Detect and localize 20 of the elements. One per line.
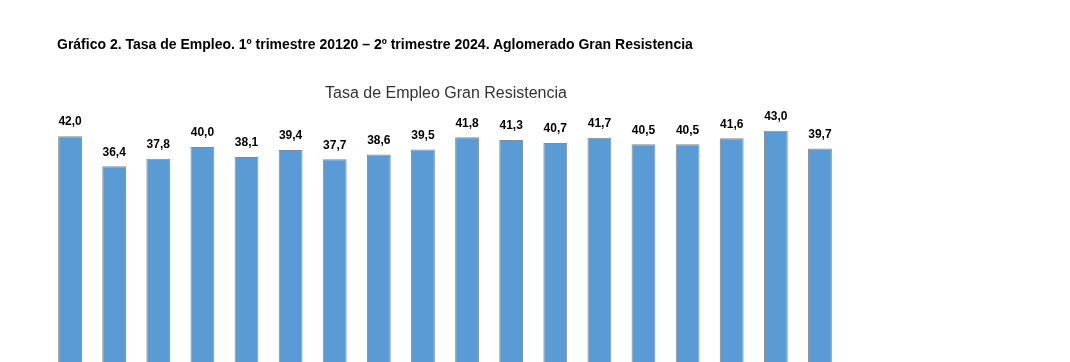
data-label: 40,5 (631, 122, 656, 137)
data-label: 37,8 (146, 137, 171, 152)
data-label: 40,7 (543, 121, 568, 136)
data-label: 40,5 (675, 122, 700, 137)
data-label: 39,7 (808, 126, 832, 141)
data-label: 41,8 (455, 115, 480, 130)
data-label: 38,6 (367, 132, 391, 147)
data-label: 42,0 (58, 114, 83, 129)
data-label: 40,0 (190, 125, 215, 140)
data-label: 43,0 (764, 109, 788, 124)
data-label: 37,7 (323, 137, 347, 152)
data-label: 41,6 (720, 116, 744, 131)
data-label: 39,4 (278, 128, 303, 143)
data-label: 38,1 (234, 135, 259, 150)
data-label: 39,5 (411, 127, 435, 142)
chart-title: Gráfico 2. Tasa de Empleo. 1º trimestre 20120 – 2º trimestre 2024. Aglomerado Gran Resistencia (57, 36, 693, 52)
data-label: 41,3 (499, 118, 524, 133)
data-label: 41,7 (587, 116, 612, 131)
data-label: 36,4 (102, 144, 127, 159)
chart-subtitle: Tasa de Empleo Gran Resistencia (324, 84, 568, 102)
